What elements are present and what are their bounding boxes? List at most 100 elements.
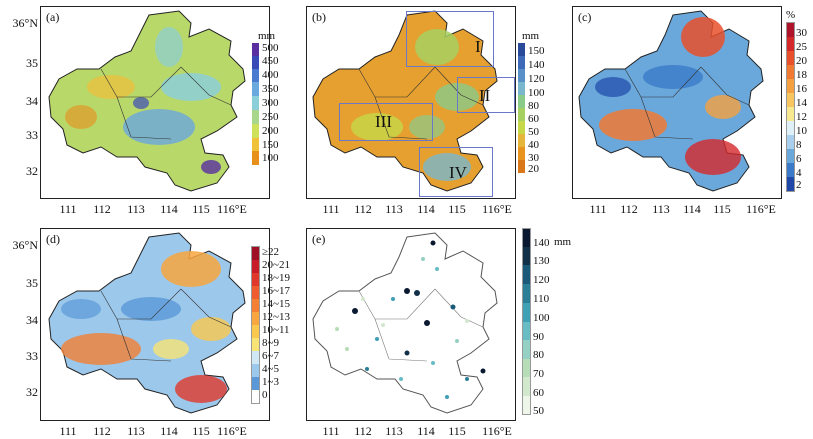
colorbar-swatch <box>787 23 794 37</box>
colorbar-swatch <box>252 151 259 165</box>
colorbar-swatch <box>518 56 525 69</box>
region-label: I <box>475 37 481 56</box>
colorbar-tick: 25 <box>796 41 807 53</box>
colorbar-swatch <box>523 247 530 265</box>
lat-label: 33 <box>26 128 38 142</box>
lon-label: 112 <box>620 202 638 216</box>
colorbar-tick: 8~9 <box>262 337 279 349</box>
colorbar-tick: 16 <box>796 83 807 95</box>
colorbar-tick: 100 <box>533 312 550 324</box>
lon-label: 112 <box>354 202 372 216</box>
colorbar-swatch <box>252 124 259 138</box>
colorbar-tick: 60 <box>528 113 539 125</box>
lon-label: 112 <box>354 424 372 438</box>
lon-label: 114 <box>417 202 435 216</box>
colorbar-tick: 50 <box>528 126 539 138</box>
station-dots <box>335 240 486 399</box>
colorbar-tick: 80 <box>528 100 539 112</box>
region-box-ii <box>457 77 515 113</box>
colorbar-swatch <box>252 299 259 312</box>
lon-label: 115 <box>448 424 466 438</box>
colorbar-swatch <box>252 351 259 364</box>
lat-label: 34 <box>26 313 38 327</box>
panel-a: (a) <box>40 6 270 199</box>
colorbar-tick: 120 <box>533 274 550 286</box>
lon-label: 114 <box>160 424 178 438</box>
lon-label: 114 <box>160 202 178 216</box>
colorbar-swatch <box>518 82 525 95</box>
colorbar-swatch <box>787 177 794 191</box>
colorbar-swatch <box>523 359 530 377</box>
colorbar-tick: 500 <box>262 42 279 54</box>
colorbar-tick: 10~11 <box>262 324 290 336</box>
colorbar-tick: 350 <box>262 83 279 95</box>
colorbar-tick: 10 <box>796 125 807 137</box>
lon-label: 114 <box>417 424 435 438</box>
panel-d: (d) <box>40 228 270 421</box>
colorbar-swatch <box>523 322 530 340</box>
colorbar-tick: 4~5 <box>262 363 279 375</box>
colorbar-swatch <box>523 340 530 359</box>
colorbar-tick: 16~17 <box>262 285 290 297</box>
colorbar-swatch <box>252 69 259 82</box>
henan-map-d <box>48 232 246 414</box>
lon-label: 113 <box>385 202 403 216</box>
colorbar-tick: 300 <box>262 97 279 109</box>
colorbar-swatch <box>787 51 794 65</box>
colorbar-tick: 12~13 <box>262 311 290 323</box>
colorbar-tick: ≥22 <box>262 246 280 258</box>
colorbar-swatch <box>523 265 530 284</box>
colorbar-swatch <box>252 273 259 286</box>
colorbar-swatch <box>518 69 525 82</box>
panel-b: I II III IV (b) <box>306 6 516 199</box>
colorbar-tick: 100 <box>528 87 545 99</box>
colorbar-tick: 14 <box>796 97 807 109</box>
colorbar-swatch <box>252 260 259 273</box>
colorbar-tick: 40 <box>528 139 539 151</box>
colorbar-e <box>522 228 531 415</box>
colorbar-tick: 120 <box>528 73 545 85</box>
colorbar-tick: 450 <box>262 55 279 67</box>
panel-label: (c) <box>578 10 592 24</box>
colorbar-tick: 200 <box>262 125 279 137</box>
colorbar-tick: 140 <box>528 59 545 71</box>
colorbar-swatch <box>252 56 259 69</box>
colorbar-unit: mm <box>522 30 540 42</box>
colorbar-swatch <box>787 107 794 121</box>
colorbar-tick: 150 <box>262 139 279 151</box>
colorbar-tick: 250 <box>262 111 279 123</box>
colorbar-tick: 18 <box>796 69 807 81</box>
lon-label: 115 <box>192 424 210 438</box>
colorbar-tick: 30 <box>796 27 807 39</box>
panel-label: (d) <box>46 232 60 246</box>
colorbar-tick: 100 <box>262 152 279 164</box>
colorbar-tick: 60 <box>533 387 544 399</box>
colorbar-swatch <box>523 377 530 396</box>
colorbar-tick: 18~19 <box>262 272 290 284</box>
henan-map-b <box>312 10 498 192</box>
colorbar-swatch <box>252 390 259 403</box>
colorbar-swatch <box>523 229 530 247</box>
colorbar-swatch <box>523 303 530 322</box>
colorbar-swatch <box>518 134 525 147</box>
colorbar-swatch <box>787 93 794 107</box>
region-box-i <box>406 11 494 67</box>
colorbar-unit: % <box>786 9 796 21</box>
colorbar-tick: 20 <box>528 163 539 175</box>
colorbar-swatch <box>523 396 530 414</box>
panel-label: (b) <box>312 10 326 24</box>
colorbar-swatch <box>252 364 259 377</box>
lon-label: 113 <box>127 424 145 438</box>
colorbar-swatch <box>787 121 794 135</box>
region-box-iv <box>419 147 493 197</box>
lon-label: 112 <box>93 202 111 216</box>
lat-label: 35 <box>26 56 38 70</box>
lon-label: 115 <box>192 202 210 216</box>
colorbar-tick: 70 <box>533 368 544 380</box>
colorbar-swatch <box>518 121 525 134</box>
colorbar-swatch <box>787 163 794 177</box>
colorbar-swatch <box>787 37 794 51</box>
colorbar-tick: 30 <box>528 152 539 164</box>
panel-label: (a) <box>46 10 60 24</box>
colorbar-c <box>786 22 795 192</box>
